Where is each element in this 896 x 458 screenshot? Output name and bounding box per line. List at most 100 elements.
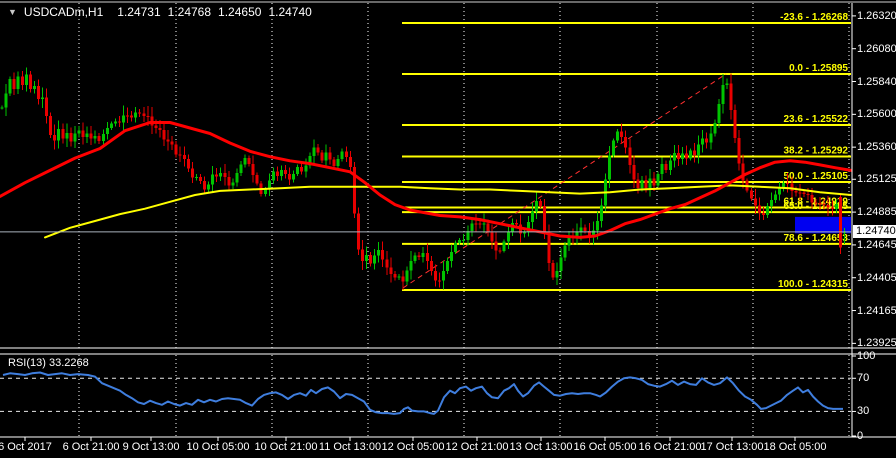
- low-price-label: 1.24650: [218, 5, 262, 19]
- candle-body: [405, 270, 409, 282]
- candle-body: [612, 140, 616, 156]
- candle-body: [535, 201, 539, 212]
- candle-body: [134, 112, 138, 118]
- candle-body: [644, 180, 648, 189]
- candle-body: [69, 133, 73, 142]
- candle-body: [693, 150, 697, 156]
- rsi-axis-label: 70: [857, 372, 870, 385]
- candle-body: [466, 231, 470, 241]
- trendline[interactable]: [402, 73, 727, 289]
- candle-body: [401, 276, 405, 282]
- candle-body: [672, 153, 676, 161]
- candle-body: [109, 123, 113, 129]
- candle-body: [595, 221, 599, 231]
- candle-body: [41, 97, 44, 99]
- candle-body: [65, 133, 69, 139]
- candle-body: [770, 199, 773, 207]
- rsi-indicator-label: RSI(13) 33.2268: [8, 357, 89, 369]
- candle-body: [810, 194, 814, 203]
- candle-body: [397, 276, 401, 278]
- candle-body: [186, 158, 190, 169]
- candle-body: [676, 153, 680, 159]
- rsi-axis-label: 30: [857, 405, 870, 418]
- candle-body: [247, 158, 251, 165]
- candle-body: [798, 192, 802, 194]
- candle-body: [701, 138, 705, 145]
- fib-level-label: 23.6 - 1.25522: [784, 114, 849, 125]
- fib-level-label: 78.6 - 1.24653: [784, 233, 849, 244]
- ma-yellow-line: [44, 184, 852, 239]
- candle-body: [599, 205, 603, 222]
- candle-body: [292, 173, 296, 180]
- candle-body: [381, 249, 385, 260]
- candle-body: [340, 151, 344, 160]
- candle-body: [215, 174, 219, 177]
- candle-body: [53, 134, 57, 141]
- candle-body: [369, 255, 373, 264]
- candle-body: [786, 183, 790, 185]
- rsi-line: [2, 371, 843, 415]
- candle-body: [324, 152, 328, 161]
- candle-body: [539, 201, 543, 206]
- candle-body: [733, 110, 737, 138]
- candle-body: [559, 257, 563, 272]
- candle-body: [320, 152, 324, 161]
- candle-body: [413, 255, 417, 261]
- candle-body: [709, 133, 713, 143]
- close-price-label: 1.24740: [268, 5, 312, 19]
- time-axis-label: 16 Oct 21:00: [638, 441, 702, 453]
- trendline-shape[interactable]: [402, 73, 727, 289]
- current-price-tag: 1.24740: [853, 225, 896, 238]
- candle-body: [154, 125, 158, 129]
- candle-body: [470, 223, 474, 232]
- candle-body: [162, 129, 166, 140]
- candle-body: [830, 207, 834, 210]
- candle-body: [494, 241, 498, 251]
- candle-body: [838, 197, 842, 248]
- candlestick-series[interactable]: [0, 67, 846, 291]
- candle-body: [4, 93, 8, 108]
- candle-body: [628, 147, 632, 166]
- price-axis-label: 1.23925: [857, 337, 896, 350]
- candle-body: [105, 128, 109, 135]
- candle-body: [312, 147, 316, 156]
- candle-body: [0, 107, 4, 109]
- candle-body: [689, 150, 692, 159]
- candle-body: [579, 227, 583, 233]
- ma-yellow-line-shape: [44, 184, 852, 239]
- candle-body: [753, 198, 757, 206]
- candle-body: [113, 121, 117, 124]
- high-price-label: 1.24768: [167, 5, 212, 19]
- candle-body: [328, 152, 332, 160]
- candle-body: [360, 249, 364, 262]
- candle-body: [57, 129, 61, 141]
- fib-level-label: 38.2 - 1.25292: [784, 145, 849, 156]
- fib-level-label: -23.6 - 1.26268: [780, 12, 848, 23]
- candle-body: [713, 123, 717, 134]
- rsi-axis-label: 0: [857, 430, 864, 442]
- candle-body: [178, 154, 182, 156]
- candle-body: [409, 260, 413, 271]
- candle-body: [263, 189, 267, 195]
- highlight-rectangle[interactable]: [795, 216, 851, 234]
- symbol-dropdown-icon[interactable]: ▼: [8, 7, 17, 17]
- candle-body: [774, 194, 778, 200]
- fib-level-label: 100.0 - 1.24315: [778, 279, 848, 290]
- grid-lines: [78, 3, 850, 437]
- candle-body: [239, 164, 243, 174]
- candle-body: [393, 274, 397, 278]
- highlight-rect-shape[interactable]: [795, 216, 851, 234]
- price-axis-label: 1.24645: [857, 238, 896, 251]
- candle-body: [8, 79, 12, 94]
- fibonacci-retracement[interactable]: -23.6 - 1.26268 0.0 - 1.25895 23.6 - 1.255…: [402, 12, 851, 292]
- candle-body: [93, 136, 97, 139]
- candle-body: [61, 129, 65, 139]
- rsi-axis-label: 100: [857, 350, 876, 362]
- candle-body: [814, 202, 818, 204]
- candle-body: [668, 160, 672, 170]
- candle-body: [620, 131, 624, 137]
- candle-body: [680, 153, 684, 159]
- candle-body: [527, 221, 530, 232]
